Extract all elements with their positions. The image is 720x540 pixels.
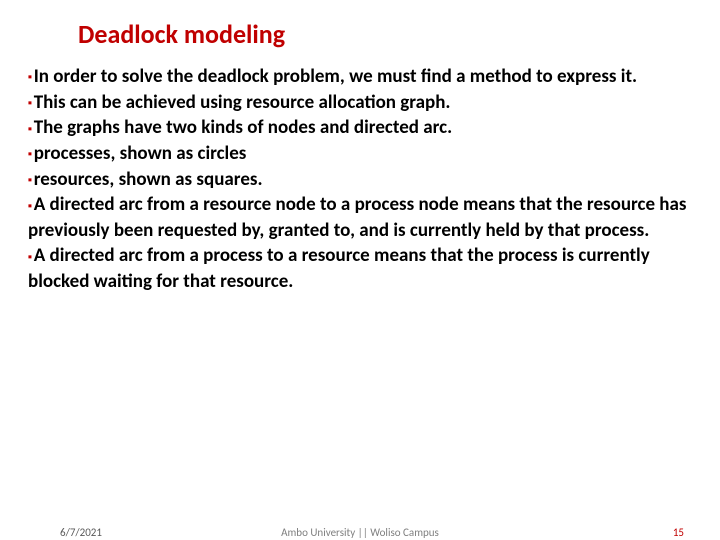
bullet-text: resources, shown as squares. bbox=[34, 168, 263, 191]
slide: Deadlock modeling ▪In order to solve the… bbox=[0, 0, 720, 540]
footer-page: 15 bbox=[673, 526, 684, 539]
bullet-item: ▪resources, shown as squares. bbox=[28, 167, 692, 193]
bullet-icon: ▪ bbox=[28, 199, 32, 213]
bullet-icon: ▪ bbox=[28, 96, 32, 110]
bullet-item: ▪This can be achieved using resource all… bbox=[28, 90, 692, 116]
bullet-text: processes, shown as circles bbox=[34, 142, 247, 165]
bullet-text: A directed arc from a resource node to a… bbox=[28, 193, 686, 242]
slide-body: ▪In order to solve the deadlock problem,… bbox=[28, 64, 692, 295]
bullet-text: This can be achieved using resource allo… bbox=[34, 91, 451, 114]
footer-source: Ambo University || Woliso Campus bbox=[0, 526, 720, 539]
bullet-text: In order to solve the deadlock problem, … bbox=[34, 65, 637, 88]
bullet-item: ▪A directed arc from a process to a reso… bbox=[28, 243, 692, 294]
bullet-icon: ▪ bbox=[28, 147, 32, 161]
bullet-item: ▪The graphs have two kinds of nodes and … bbox=[28, 115, 692, 141]
bullet-item: ▪A directed arc from a resource node to … bbox=[28, 192, 692, 243]
bullet-item: ▪In order to solve the deadlock problem,… bbox=[28, 64, 692, 90]
bullet-text: The graphs have two kinds of nodes and d… bbox=[34, 116, 452, 139]
bullet-item: ▪processes, shown as circles bbox=[28, 141, 692, 167]
bullet-icon: ▪ bbox=[28, 250, 32, 264]
slide-title: Deadlock modeling bbox=[78, 18, 285, 50]
bullet-icon: ▪ bbox=[28, 70, 32, 84]
bullet-icon: ▪ bbox=[28, 122, 32, 136]
bullet-icon: ▪ bbox=[28, 173, 32, 187]
bullet-text: A directed arc from a process to a resou… bbox=[28, 244, 650, 293]
